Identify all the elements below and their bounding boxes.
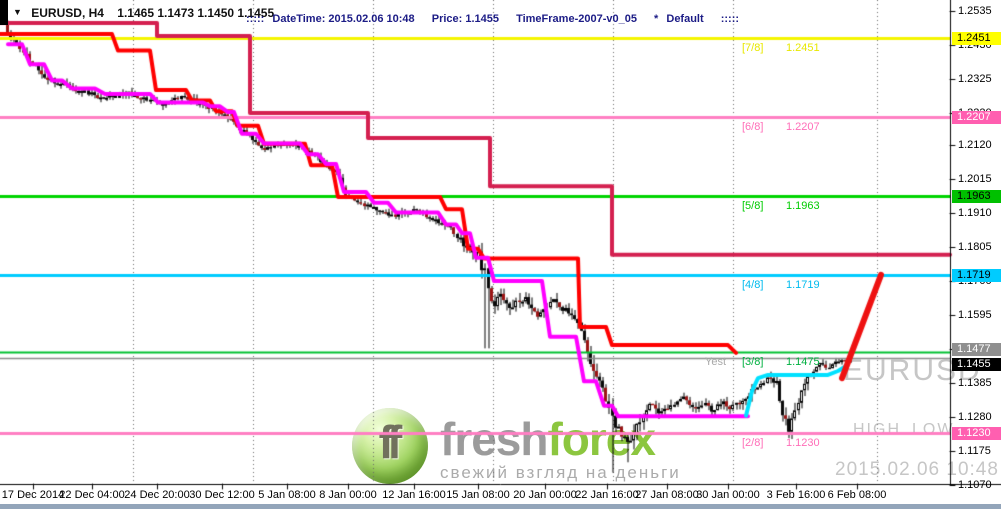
yesterday-label: Yest [705, 356, 727, 368]
info-right-dots: ::::: [720, 13, 740, 25]
price-level-badge: 1.2451 [952, 32, 1001, 45]
time-tick-label: 6 Feb 08:00 [827, 489, 887, 501]
info-profile: Default [666, 13, 704, 25]
price-tick-label: 1.2535 [958, 4, 992, 17]
info-price: Price: 1.1455 [431, 13, 500, 25]
price-tick-label: 1.1280 [958, 410, 992, 423]
time-tick-label: 5 Jan 08:00 [258, 489, 316, 501]
time-tick-label: 3 Feb 16:00 [766, 489, 826, 501]
time-tick-label: 15 Jan 08:00 [446, 489, 510, 501]
window-bottom-strip [0, 504, 1001, 509]
murrey-price-label: 1.2451 [786, 42, 820, 54]
info-star: * [654, 13, 659, 25]
indicator-info-bar: ::::: DateTime: 2015.02.06 10:48 Price: … [246, 13, 753, 25]
murrey-price-label: 1.1719 [786, 278, 820, 291]
info-timeframe: TimeFrame-2007-v0_05 [516, 13, 637, 25]
time-tick-label: 20 Jan 00:00 [513, 489, 577, 501]
symbol-dropdown-icon[interactable]: ▼ [13, 7, 22, 17]
info-datetime: DateTime: 2015.02.06 10:48 [272, 13, 415, 25]
price-tick-label: 1.2325 [958, 72, 992, 85]
time-tick-label: 17 Dec 2014 [1, 489, 65, 501]
murrey-price-label: 1.1475 [786, 356, 820, 369]
symbol-period-label: EURUSD, H4 [31, 6, 104, 20]
info-left-dots: ::::: [246, 13, 265, 25]
price-tick-label: 1.1805 [958, 241, 992, 254]
ohlc-values: 1.1465 1.1473 1.1450 1.1455 [117, 6, 275, 20]
price-tick-label: 1.1595 [958, 309, 992, 322]
murrey-fraction-label: [4/8] [742, 278, 764, 291]
time-tick-label: 30 Dec 12:00 [189, 489, 255, 501]
price-tick-label: 1.2120 [958, 139, 992, 152]
price-level-badge: 1.2207 [952, 110, 1001, 124]
price-level-badge: 1.1230 [952, 427, 1001, 441]
price-level-badge: 1.1477 [952, 343, 1001, 357]
time-tick-label: 22 Dec 04:00 [59, 489, 125, 501]
price-tick-label: 1.2015 [958, 173, 992, 186]
murrey-price-label: 1.2207 [786, 120, 820, 133]
time-tick-label: 12 Jan 16:00 [382, 489, 446, 501]
corner-box [0, 0, 8, 25]
murrey-price-label: 1.1230 [786, 437, 820, 450]
murrey-fraction-label: [3/8] [742, 356, 764, 369]
price-tick-label: 1.1175 [958, 444, 991, 457]
time-tick-label: 8 Jan 00:00 [319, 489, 377, 501]
price-tick-label: 1.1070 [958, 478, 992, 491]
murrey-fraction-label: [2/8] [742, 437, 764, 450]
price-tick-label: 1.1385 [958, 376, 992, 389]
time-tick-label: 30 Jan 00:00 [696, 489, 760, 501]
time-tick-label: 24 Dec 20:00 [124, 489, 190, 501]
time-tick-label: 22 Jan 16:00 [575, 489, 639, 501]
murrey-fraction-label: [6/8] [742, 120, 764, 133]
price-level-badge: 1.1719 [952, 268, 1001, 282]
price-tick-label: 1.1910 [958, 207, 992, 220]
time-tick-label: 27 Jan 08:00 [635, 489, 699, 501]
chart-title: ▼ EURUSD, H4 1.1465 1.1473 1.1450 1.1455 [13, 6, 274, 20]
price-level-badge: 1.1963 [952, 189, 1001, 203]
murrey-fraction-label: [7/8] [742, 42, 764, 54]
price-level-badge: 1.1455 [952, 358, 1001, 372]
murrey-fraction-label: [5/8] [742, 199, 764, 212]
murrey-price-label: 1.1963 [786, 199, 820, 212]
